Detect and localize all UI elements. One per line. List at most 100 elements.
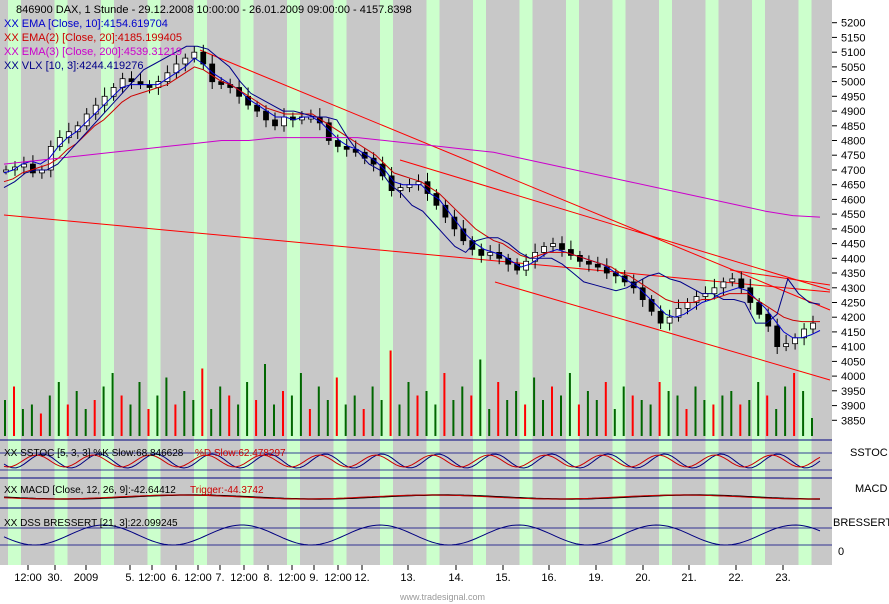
price-tick-label: 4050 [841, 356, 865, 368]
price-tick-label: 5100 [841, 47, 865, 59]
session-band [705, 0, 719, 565]
candle-body [433, 193, 440, 206]
volume-bar [255, 400, 258, 436]
volume-bar [84, 409, 87, 436]
candle-body [586, 260, 592, 265]
price-tick-label: 4200 [841, 312, 865, 324]
price-tick-label: 4350 [841, 268, 865, 280]
price-tick-label: 4800 [841, 136, 865, 148]
volume-bar [703, 400, 706, 436]
volume-bar [416, 395, 419, 436]
session-band [333, 0, 347, 565]
series-line-ema-10 [3, 57, 821, 339]
volume-bar [201, 368, 204, 436]
time-tick-label: 20. [635, 572, 650, 584]
volume-bar [515, 391, 518, 436]
candle-body [334, 140, 341, 147]
volume-bar [219, 386, 222, 436]
volume-bar [470, 395, 473, 436]
volume-bar [793, 373, 796, 436]
volume-bar [48, 395, 51, 436]
volume-bar [551, 386, 553, 436]
volume-bar [210, 409, 213, 436]
price-tick-label: 4950 [841, 91, 865, 103]
volume-bar [757, 382, 760, 436]
price-tick-label: 4500 [841, 224, 865, 236]
time-tick-label: 12. [354, 572, 369, 584]
candle-body [810, 322, 816, 330]
volume-bar [228, 395, 231, 436]
series-line-ema-20 [3, 66, 820, 323]
chart-header: 846900 DAX, 1 Stunde - 29.12.2008 10:00:… [16, 4, 412, 16]
volume-bar [766, 395, 769, 436]
macd-legend: XX MACD [Close, 12, 26, 9]:-42.64412 [4, 485, 176, 496]
session-band [380, 0, 393, 565]
price-tick-label: 4550 [841, 209, 865, 221]
volume-bar [685, 409, 688, 436]
volume-bar [811, 418, 813, 436]
candle-body [577, 254, 583, 262]
candle-body [92, 104, 99, 115]
candle-body [711, 287, 718, 295]
sstoc-legend: XX SSTOC [5, 3, 3] %K Slow:68.846628 [4, 448, 184, 459]
candle-body [397, 187, 404, 191]
volume-bar [748, 400, 751, 436]
watermark: www.tradesignal.com [399, 592, 485, 602]
volume-bar [604, 382, 607, 436]
candle-body [738, 278, 745, 289]
candle-body [765, 313, 772, 327]
candle-body [550, 243, 556, 247]
volume-bar [290, 395, 293, 436]
volume-bar [488, 409, 491, 436]
price-tick-label: 4000 [841, 371, 865, 383]
volume-bar [577, 404, 580, 436]
volume-bar [649, 404, 652, 436]
candle-body [47, 145, 54, 171]
volume-bar [524, 404, 527, 436]
trend-line [729, 269, 831, 286]
volume-bar [461, 386, 464, 436]
candle-body [505, 257, 512, 265]
volume-bar [111, 373, 114, 436]
legend-ema200: XX EMA(3) [Close, 200]:4539.31219 [4, 46, 182, 58]
time-tick-label: 21. [681, 572, 696, 584]
time-tick-label: 14. [448, 572, 463, 584]
sub-indicators [3, 453, 821, 546]
time-axis: 12:00 30. 2009 5. 12:00 6. 12:00 7. 12:00 8. 12:00… [14, 565, 791, 584]
volume-bar [560, 395, 562, 436]
indicator-lines [3, 45, 821, 339]
candle-body [774, 325, 781, 348]
volume-bar [658, 382, 661, 436]
candle-body [783, 343, 789, 348]
time-tick-label: 12:00 [324, 572, 352, 584]
candle-body [272, 119, 278, 127]
time-tick-label: 16. [541, 572, 556, 584]
sstoc-panel-label: SSTOC [850, 447, 888, 459]
volume-bar [533, 377, 536, 436]
candle-body [478, 249, 485, 256]
macd-panel-label: MACD [855, 483, 887, 495]
volume-bar [362, 409, 365, 436]
candle-body [648, 299, 655, 312]
price-tick-label: 3850 [841, 415, 865, 427]
volume-bar [802, 391, 805, 436]
trend-lines [3, 49, 831, 381]
volume-bar [434, 404, 437, 436]
candle-body [343, 145, 350, 150]
volume-bar [380, 400, 383, 436]
price-tick-label: 5150 [841, 32, 865, 44]
session-band [8, 0, 21, 565]
volume-bar [165, 377, 168, 436]
volume-bar [730, 391, 733, 436]
time-tick-label: 2009 [74, 572, 98, 584]
price-tick-label: 4600 [841, 194, 865, 206]
time-tick-label: 8. [263, 572, 272, 584]
volume-bar [246, 382, 249, 436]
candle-body [675, 307, 682, 318]
volume-bar [308, 409, 311, 436]
volume-bar [631, 395, 634, 436]
volume-bar [335, 377, 338, 436]
price-tick-label: 5000 [841, 77, 865, 89]
volume-bar [326, 400, 329, 436]
session-band [752, 0, 765, 565]
